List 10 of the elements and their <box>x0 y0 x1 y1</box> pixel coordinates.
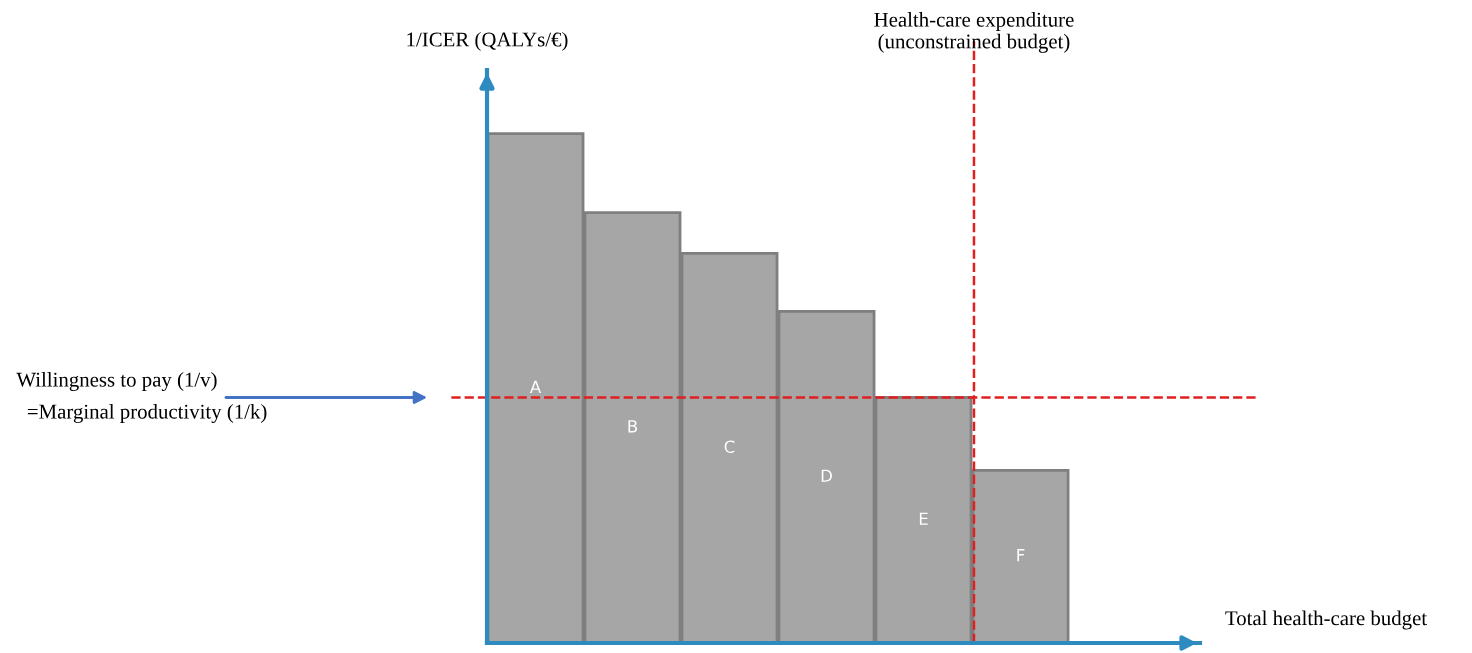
ref-line-label: Health-care expenditure (unconstrained budget) <box>874 12 1074 53</box>
x-tick-label: B <box>628 420 638 433</box>
x-tick-label: E <box>919 512 928 525</box>
x-tick-label: C <box>724 440 735 454</box>
y-axis-title: 1/ICER (QALYs/€) <box>407 31 568 51</box>
text: Total health-care budget <box>1225 610 1427 630</box>
x-tick-label: D <box>821 469 832 482</box>
x-tick-label: A <box>529 380 542 393</box>
text: Willingness to pay (1/v) =Marginal productivity (1/k) <box>16 372 267 423</box>
x-tick-label: F <box>1017 549 1025 562</box>
